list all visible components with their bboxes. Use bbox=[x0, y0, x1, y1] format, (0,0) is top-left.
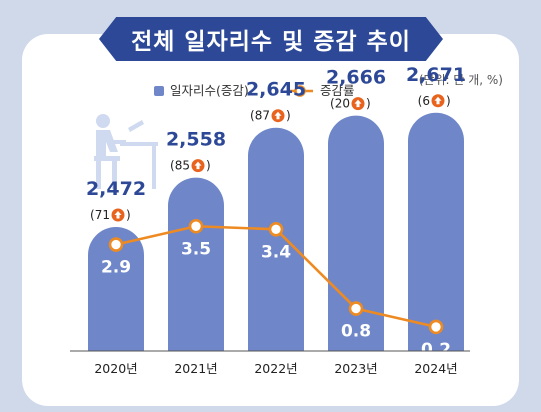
bar-change-value: (71 bbox=[90, 208, 110, 222]
growth-rate-point bbox=[108, 237, 124, 252]
legend-line-marker bbox=[294, 85, 306, 97]
bar-change-close: ) bbox=[126, 208, 131, 222]
bar-value-label: 2,671 bbox=[406, 64, 466, 86]
up-arrow-glyph bbox=[434, 96, 442, 105]
x-tick-label: 2023년 bbox=[334, 361, 377, 376]
bar-2023년 bbox=[328, 115, 384, 351]
bar-change-label: (71) bbox=[90, 208, 131, 222]
growth-rate-label: 3.5 bbox=[181, 239, 211, 259]
growth-rate-point bbox=[188, 218, 204, 234]
bar-2021년 bbox=[168, 177, 224, 351]
bar-change-close: ) bbox=[446, 94, 451, 108]
up-arrow-glyph bbox=[194, 161, 202, 170]
growth-rate-label: 2.9 bbox=[101, 258, 131, 278]
growth-rate-point bbox=[348, 301, 364, 316]
bar-change-label: (6) bbox=[418, 94, 451, 108]
bar-value-label: 2,666 bbox=[326, 67, 386, 89]
bar-value-label: 2,472 bbox=[86, 178, 146, 200]
up-arrow-glyph bbox=[354, 99, 362, 108]
bar-change-close: ) bbox=[286, 109, 291, 123]
bar-value-label: 2,558 bbox=[166, 129, 226, 151]
growth-rate-label: 0.2 bbox=[421, 340, 451, 360]
bar-2020년 bbox=[88, 227, 144, 351]
x-tick-label: 2020년 bbox=[94, 361, 137, 376]
growth-rate-point bbox=[428, 319, 444, 335]
up-arrow-glyph bbox=[274, 111, 282, 120]
legend-bar-label: 일자리수(증감) bbox=[170, 83, 249, 98]
growth-rate-point bbox=[268, 222, 284, 237]
growth-rate-label: 3.4 bbox=[261, 242, 291, 262]
bar-value-label: 2,645 bbox=[246, 79, 306, 101]
legend-bar-swatch bbox=[154, 86, 164, 96]
chart-title-banner: 전체 일자리수 및 증감 추이 bbox=[99, 17, 443, 61]
unit-note: (단위: 만 개, %) bbox=[419, 73, 503, 87]
bar-change-value: (6 bbox=[418, 94, 430, 108]
bar-2022년 bbox=[248, 127, 304, 351]
bar-change-label: (20) bbox=[330, 97, 371, 111]
bar-change-close: ) bbox=[206, 159, 211, 173]
bar-change-value: (20 bbox=[330, 97, 350, 111]
bar-change-label: (85) bbox=[170, 159, 211, 173]
bar-2024년 bbox=[408, 112, 465, 351]
bar-change-label: (87) bbox=[250, 109, 291, 123]
x-tick-label: 2021년 bbox=[174, 361, 217, 376]
up-arrow-glyph bbox=[114, 211, 122, 219]
growth-rate-label: 0.8 bbox=[341, 322, 371, 342]
chart-title: 전체 일자리수 및 증감 추이 bbox=[131, 29, 411, 55]
person-at-desk-icon bbox=[94, 114, 158, 189]
bar-change-value: (85 bbox=[170, 159, 190, 173]
x-tick-label: 2022년 bbox=[254, 361, 297, 376]
bar-change-close: ) bbox=[366, 97, 371, 111]
legend-line-label: 증감률 bbox=[320, 83, 355, 98]
x-tick-label: 2024년 bbox=[414, 361, 457, 376]
bar-change-value: (87 bbox=[250, 109, 270, 123]
